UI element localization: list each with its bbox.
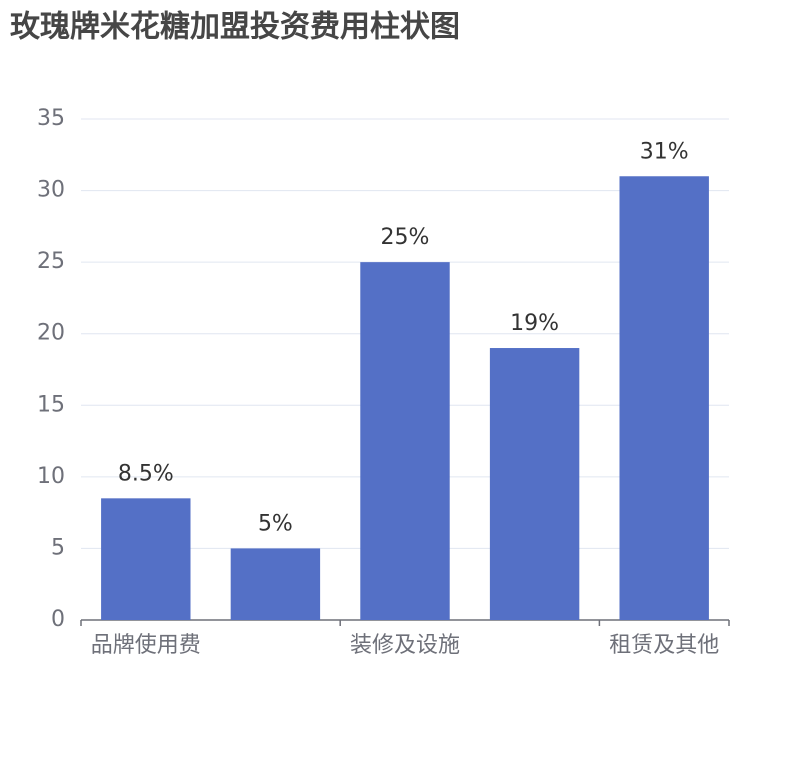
value-label: 25% xyxy=(381,225,430,250)
value-label: 31% xyxy=(640,139,689,164)
value-label: 5% xyxy=(258,511,293,536)
value-label: 8.5% xyxy=(118,461,174,486)
bar xyxy=(619,176,709,620)
y-tick-label: 35 xyxy=(37,106,65,131)
x-tick-label: 装修及设施 xyxy=(350,633,460,658)
chart-title: 玫瑰牌米花糖加盟投资费用柱状图 xyxy=(10,10,460,45)
bar xyxy=(230,548,321,620)
y-tick-label: 5 xyxy=(51,535,65,560)
y-tick-label: 30 xyxy=(37,178,65,203)
bar xyxy=(360,262,450,620)
y-tick-label: 0 xyxy=(51,607,65,632)
y-tick-label: 20 xyxy=(37,321,65,346)
y-tick-label: 15 xyxy=(37,392,65,417)
bar xyxy=(489,348,580,620)
x-tick-label: 品牌使用费 xyxy=(91,633,201,658)
y-tick-label: 25 xyxy=(37,249,65,274)
y-tick-label: 10 xyxy=(37,464,65,489)
value-label: 19% xyxy=(510,311,559,336)
bar xyxy=(101,498,191,620)
x-tick-label: 租赁及其他 xyxy=(609,633,719,658)
